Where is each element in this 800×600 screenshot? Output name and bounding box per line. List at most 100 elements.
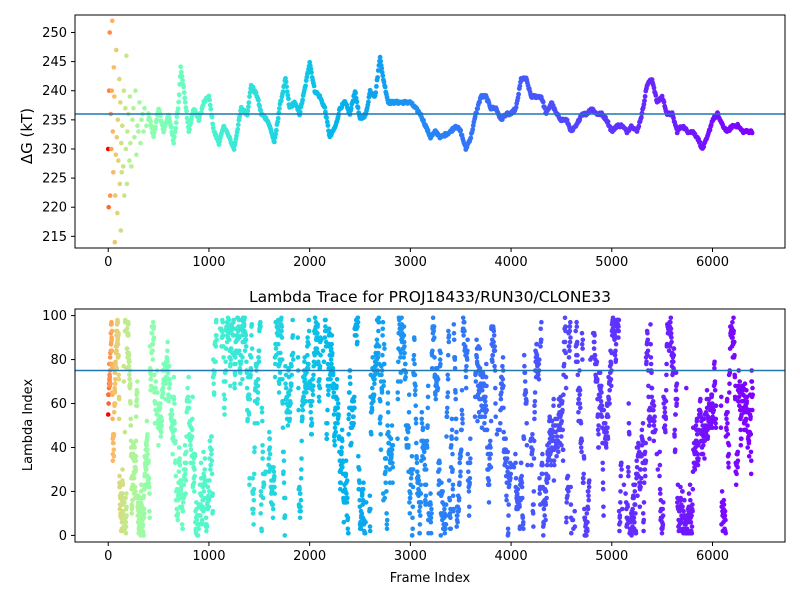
- lambda-point: [432, 335, 437, 340]
- lambda-point: [175, 517, 180, 523]
- lambda-point: [406, 443, 411, 448]
- lambda-point: [663, 416, 669, 422]
- lambda-point: [334, 383, 339, 389]
- lambda-point: [568, 484, 573, 490]
- lambda-point: [272, 473, 277, 479]
- lambda-point: [630, 506, 635, 512]
- delta-g-point: [168, 124, 174, 130]
- delta-g-point: [137, 100, 142, 105]
- lambda-point: [109, 361, 115, 367]
- lambda-point: [272, 484, 277, 490]
- lambda-point: [505, 465, 510, 470]
- lambda-point: [249, 322, 255, 327]
- lambda-point: [475, 418, 480, 424]
- lambda-point: [355, 315, 361, 321]
- lambda-point: [473, 379, 479, 384]
- lambda-x-axis-label: Frame Index: [390, 571, 471, 586]
- lambda-point: [374, 337, 380, 343]
- lambda-point: [375, 355, 381, 360]
- lambda-point: [371, 399, 376, 404]
- lambda-point: [690, 486, 696, 492]
- lambda-point: [459, 427, 464, 433]
- lambda-point: [521, 352, 527, 358]
- lambda-point: [646, 383, 651, 389]
- lambda-point: [311, 383, 316, 389]
- lambda-point: [111, 454, 117, 459]
- lambda-point: [467, 504, 472, 510]
- lambda-point: [492, 344, 498, 349]
- lambda-point: [563, 324, 568, 329]
- delta-g-point: [513, 105, 519, 110]
- lambda-point: [380, 326, 386, 332]
- lambda-point: [251, 471, 257, 477]
- lambda-point: [202, 478, 208, 483]
- lambda-point: [448, 515, 453, 521]
- lambda-point: [410, 467, 416, 472]
- lambda-y-axis-label: Lambda Index: [21, 379, 36, 472]
- lambda-point: [660, 506, 665, 512]
- lambda-point: [672, 447, 678, 453]
- lambda-point: [579, 438, 585, 444]
- lambda-point: [390, 443, 396, 448]
- lambda-point: [726, 460, 731, 466]
- delta-g-point: [151, 134, 157, 140]
- delta-g-point: [173, 125, 179, 131]
- lambda-point: [183, 478, 189, 483]
- lambda-point: [363, 500, 369, 505]
- lambda-point: [155, 412, 160, 417]
- lambda-point: [408, 491, 413, 496]
- lambda-point: [483, 403, 489, 409]
- lambda-point: [259, 502, 264, 507]
- lambda-point: [254, 401, 260, 406]
- lambda-point: [517, 504, 522, 510]
- lambda-point: [465, 337, 470, 343]
- lambda-point: [521, 436, 527, 442]
- lambda-point: [155, 390, 160, 395]
- delta-g-point: [278, 98, 284, 104]
- delta-g-point: [324, 115, 329, 121]
- lambda-point: [191, 480, 197, 486]
- lambda-point: [194, 517, 200, 523]
- lambda-point: [698, 410, 703, 415]
- lambda-point: [663, 429, 668, 435]
- lambda-point: [608, 361, 614, 367]
- lambda-point: [362, 530, 368, 536]
- lambda-point: [332, 425, 338, 431]
- lambda-point: [272, 374, 278, 380]
- lambda-point: [633, 511, 638, 516]
- lambda-point: [345, 495, 350, 501]
- lambda-point: [446, 339, 452, 345]
- lambda-point: [305, 366, 311, 371]
- lambda-point: [450, 467, 455, 472]
- lambda-point: [633, 530, 639, 536]
- lambda-point: [456, 495, 462, 501]
- lambda-point: [332, 438, 337, 444]
- lambda-point: [641, 500, 647, 505]
- lambda-point: [668, 315, 674, 321]
- lambda-point: [347, 374, 353, 380]
- delta-g-point: [123, 105, 128, 111]
- lambda-point: [384, 526, 390, 532]
- lambda-point: [382, 361, 387, 367]
- lambda-point: [544, 480, 550, 486]
- lambda-point: [625, 504, 630, 510]
- lambda-point: [329, 361, 334, 367]
- lambda-point: [233, 355, 238, 360]
- lambda-point: [669, 339, 674, 345]
- lambda-point: [750, 392, 755, 398]
- lambda-point: [238, 370, 243, 376]
- lambda-point: [501, 383, 506, 389]
- lambda-point: [140, 522, 146, 527]
- delta-g-y-tick-label: 240: [42, 84, 67, 99]
- lambda-point: [536, 361, 542, 367]
- lambda-point: [713, 425, 719, 431]
- lambda-point: [568, 335, 573, 340]
- lambda-point: [695, 462, 701, 468]
- lambda-point: [135, 379, 140, 384]
- lambda-point: [710, 425, 715, 431]
- lambda-point: [629, 533, 634, 538]
- lambda-point: [346, 412, 352, 417]
- lambda-point: [314, 346, 320, 351]
- delta-g-x-tick-label: 2000: [293, 255, 326, 270]
- lambda-point: [255, 396, 260, 402]
